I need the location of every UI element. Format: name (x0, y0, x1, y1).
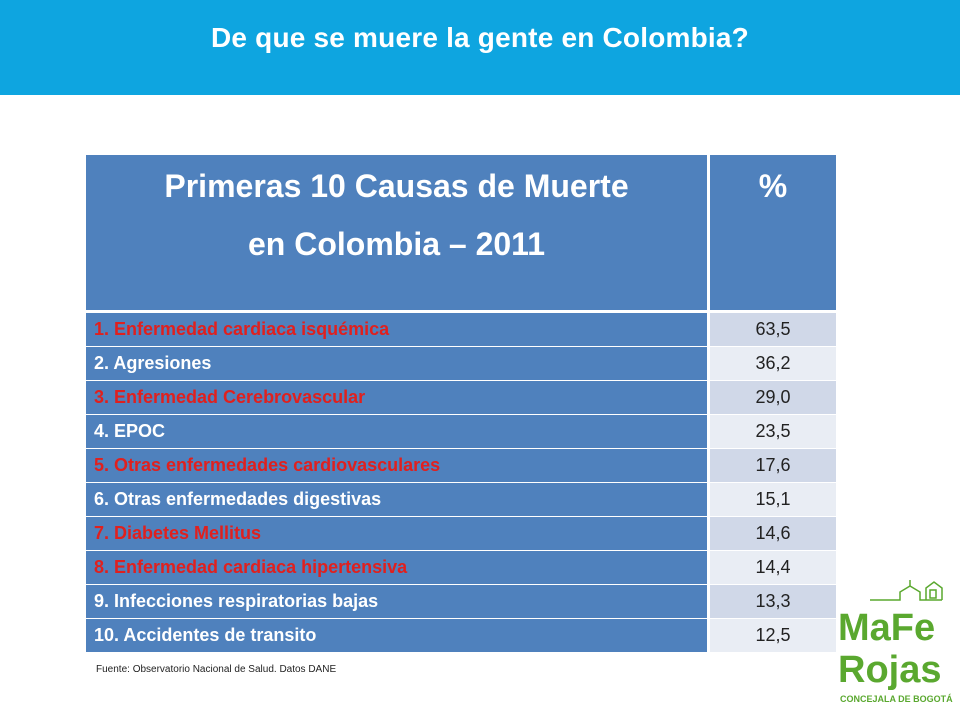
mafe-rojas-logo: MaFe Rojas CONCEJALA DE BOGOTÁ (838, 580, 953, 704)
table-row: 7. Diabetes Mellitus 14,6 (86, 517, 836, 551)
table-title-line2: en Colombia – 2011 (247, 226, 545, 262)
table-header-row: Primeras 10 Causas de Muerte en Colombia… (86, 155, 836, 313)
cause-cell: 7. Diabetes Mellitus (86, 517, 710, 551)
cause-cell: 3. Enfermedad Cerebrovascular (86, 381, 710, 415)
percent-cell: 36,2 (710, 347, 836, 381)
percent-cell: 29,0 (710, 381, 836, 415)
table-title-line1: Primeras 10 Causas de Muerte (164, 168, 629, 204)
percent-cell: 13,3 (710, 585, 836, 619)
cause-cell: 4. EPOC (86, 415, 710, 449)
cause-cell: 9. Infecciones respiratorias bajas (86, 585, 710, 619)
table-row: 3. Enfermedad Cerebrovascular 29,0 (86, 381, 836, 415)
logo-line1: MaFe (838, 607, 935, 649)
logo-line2: Rojas (838, 649, 941, 691)
percent-header: % (710, 155, 836, 313)
table-title-header: Primeras 10 Causas de Muerte en Colombia… (86, 155, 710, 313)
percent-cell: 23,5 (710, 415, 836, 449)
building-outline-icon (870, 580, 943, 601)
cause-cell: 8. Enfermedad cardiaca hipertensiva (86, 551, 710, 585)
table-row: 2. Agresiones 36,2 (86, 347, 836, 381)
table-row: 10. Accidentes de transito 12,5 (86, 619, 836, 653)
table-row: 5. Otras enfermedades cardiovasculares 1… (86, 449, 836, 483)
table-row: 8. Enfermedad cardiaca hipertensiva 14,4 (86, 551, 836, 585)
percent-cell: 15,1 (710, 483, 836, 517)
cause-cell: 10. Accidentes de transito (86, 619, 710, 653)
causes-table: Primeras 10 Causas de Muerte en Colombia… (86, 155, 836, 653)
cause-cell: 6. Otras enfermedades digestivas (86, 483, 710, 517)
percent-cell: 17,6 (710, 449, 836, 483)
percent-cell: 14,6 (710, 517, 836, 551)
page-title: De que se muere la gente en Colombia? (211, 22, 749, 53)
table-row: 4. EPOC 23,5 (86, 415, 836, 449)
header-bar: De que se muere la gente en Colombia? (0, 0, 960, 95)
percent-cell: 63,5 (710, 313, 836, 347)
source-note: Fuente: Observatorio Nacional de Salud. … (96, 664, 337, 675)
percent-cell: 12,5 (710, 619, 836, 653)
table-row: 9. Infecciones respiratorias bajas 13,3 (86, 585, 836, 619)
table-row: 6. Otras enfermedades digestivas 15,1 (86, 483, 836, 517)
cause-cell: 1. Enfermedad cardiaca isquémica (86, 313, 710, 347)
percent-cell: 14,4 (710, 551, 836, 585)
table-row: 1. Enfermedad cardiaca isquémica 63,5 (86, 313, 836, 347)
cause-cell: 5. Otras enfermedades cardiovasculares (86, 449, 710, 483)
cause-cell: 2. Agresiones (86, 347, 710, 381)
logo-tagline: CONCEJALA DE BOGOTÁ (840, 694, 953, 704)
